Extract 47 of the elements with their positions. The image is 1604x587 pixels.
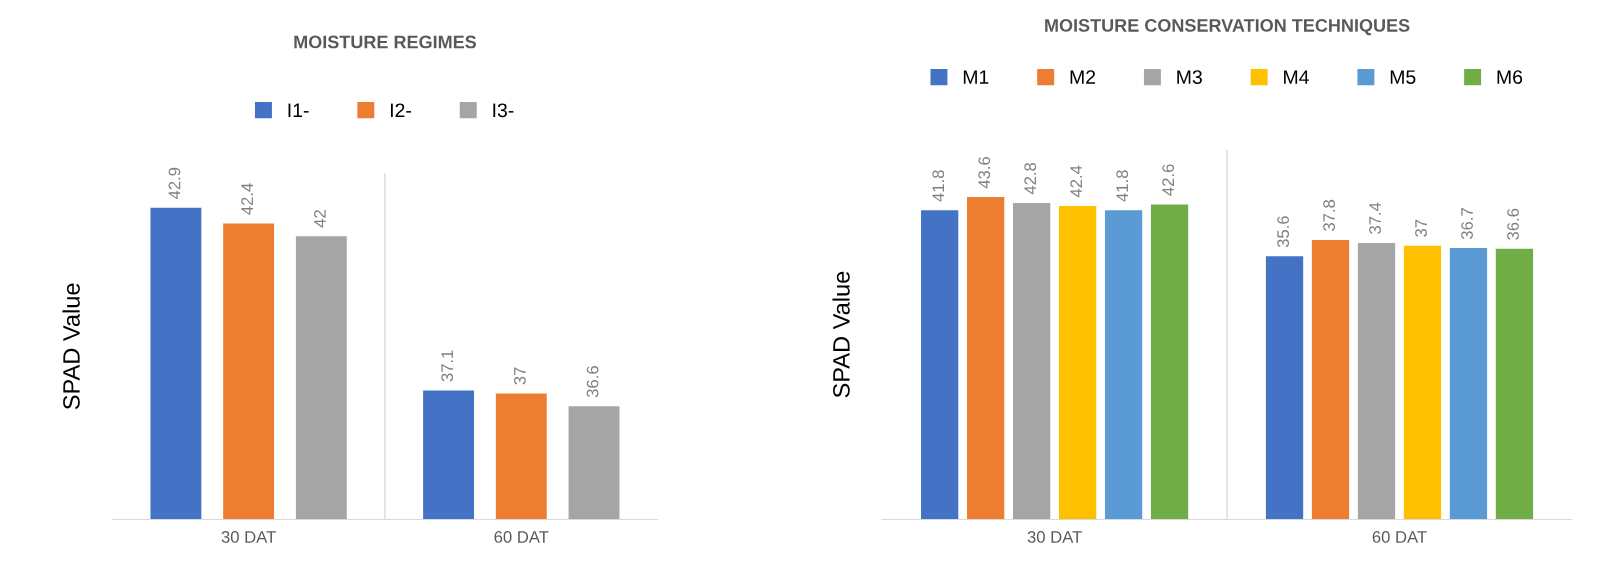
bar <box>967 197 1005 520</box>
data-label: 37.8 <box>1323 199 1335 231</box>
bar <box>1150 204 1189 520</box>
data-label: 37.4 <box>1369 202 1381 234</box>
data-label: 41.8 <box>1116 170 1129 202</box>
data-label: 36.6 <box>586 366 599 398</box>
bar <box>1449 248 1488 520</box>
bar <box>1265 256 1304 520</box>
bar <box>1357 242 1396 520</box>
chart-title: MOISTURE CONSERVATION TECHNIQUES <box>1045 19 1410 36</box>
data-label: 42.4 <box>241 183 253 215</box>
bar <box>1403 245 1442 520</box>
data-label: 37 <box>513 367 526 385</box>
legend-label: M5 <box>1390 70 1416 84</box>
bar <box>1013 202 1051 520</box>
legend-label: M2 <box>1070 70 1096 84</box>
data-label: 35.6 <box>1277 216 1290 248</box>
data-label: 37.1 <box>441 350 454 382</box>
legend-label: M3 <box>1177 70 1202 84</box>
data-label: 37 <box>1415 219 1427 237</box>
legend-label: M6 <box>1497 70 1523 84</box>
legend-label: M1 <box>963 70 989 84</box>
x-tick-label: 60 DAT <box>1372 531 1427 543</box>
bar <box>1104 210 1143 520</box>
data-label: 36.7 <box>1461 208 1473 240</box>
data-label: 42.9 <box>168 167 181 200</box>
legend-label: I1- <box>288 103 309 117</box>
legend-label: M4 <box>1284 70 1309 84</box>
bar <box>1495 248 1534 520</box>
chart-title: MOISTURE REGIMES <box>294 35 477 49</box>
data-label: 42.8 <box>1024 162 1037 195</box>
data-label: 43.6 <box>978 156 991 189</box>
data-label: 42.6 <box>1162 164 1175 196</box>
bar <box>1311 239 1350 520</box>
bar <box>921 210 959 520</box>
legend-label: I2- <box>390 103 411 117</box>
y-axis-title: SPAD Value <box>62 283 80 410</box>
legend-label: I3- <box>493 103 514 118</box>
data-label: 36.6 <box>1507 208 1519 240</box>
x-tick-label: 60 DAT <box>494 531 549 543</box>
data-label: 42 <box>314 210 326 228</box>
y-axis-title: SPAD Value <box>832 271 850 398</box>
x-tick-label: 30 DAT <box>221 531 276 543</box>
x-tick-label: 30 DAT <box>1027 531 1082 543</box>
data-label: 41.8 <box>932 170 945 202</box>
data-label: 42.4 <box>1070 165 1082 198</box>
bar <box>1058 205 1097 520</box>
